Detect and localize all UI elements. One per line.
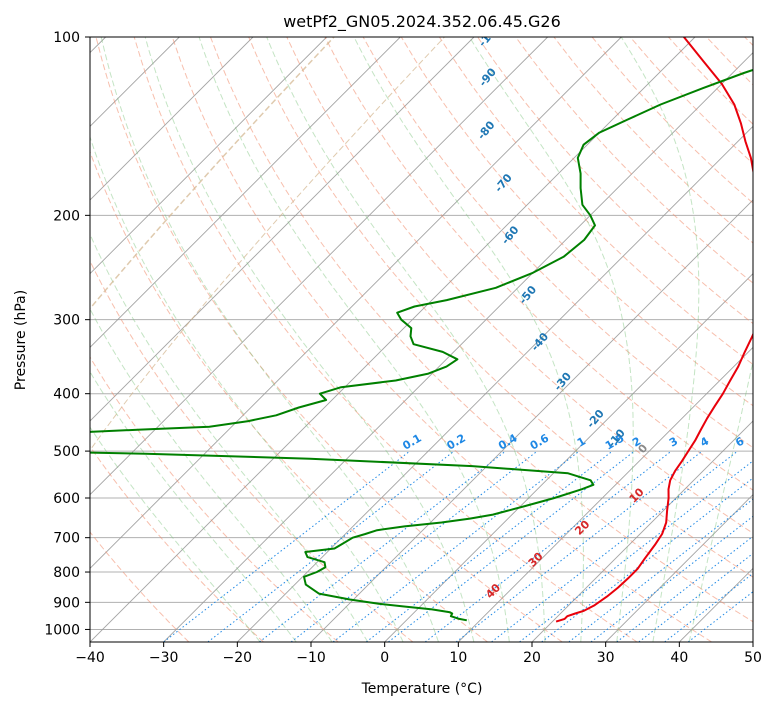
y-tick-label: 900 xyxy=(53,595,80,611)
y-tick-label: 200 xyxy=(53,208,80,224)
y-tick-label: 500 xyxy=(53,444,80,460)
x-tick-label: 10 xyxy=(449,650,467,666)
x-tick-label: 50 xyxy=(744,650,762,666)
y-tick-label: 400 xyxy=(53,387,80,403)
y-tick-label: 700 xyxy=(53,531,80,547)
y-tick-label: 800 xyxy=(53,565,80,581)
y-tick-label: 1000 xyxy=(44,622,80,638)
x-tick-label: 40 xyxy=(670,650,688,666)
x-tick-label: 20 xyxy=(523,650,541,666)
y-tick-label: 300 xyxy=(53,313,80,329)
x-tick-label: −20 xyxy=(223,650,253,666)
y-axis-label: Pressure (hPa) xyxy=(13,290,29,390)
chart-title: wetPf2_GN05.2024.352.06.45.G26 xyxy=(283,12,561,32)
x-tick-label: −10 xyxy=(296,650,326,666)
x-tick-label: −40 xyxy=(75,650,105,666)
x-tick-label: 30 xyxy=(597,650,615,666)
x-tick-label: 0 xyxy=(380,650,389,666)
y-tick-label: 100 xyxy=(53,30,80,46)
y-tick-label: 600 xyxy=(53,491,80,507)
x-axis-label: Temperature (°C) xyxy=(361,681,483,697)
x-tick-label: −30 xyxy=(149,650,179,666)
